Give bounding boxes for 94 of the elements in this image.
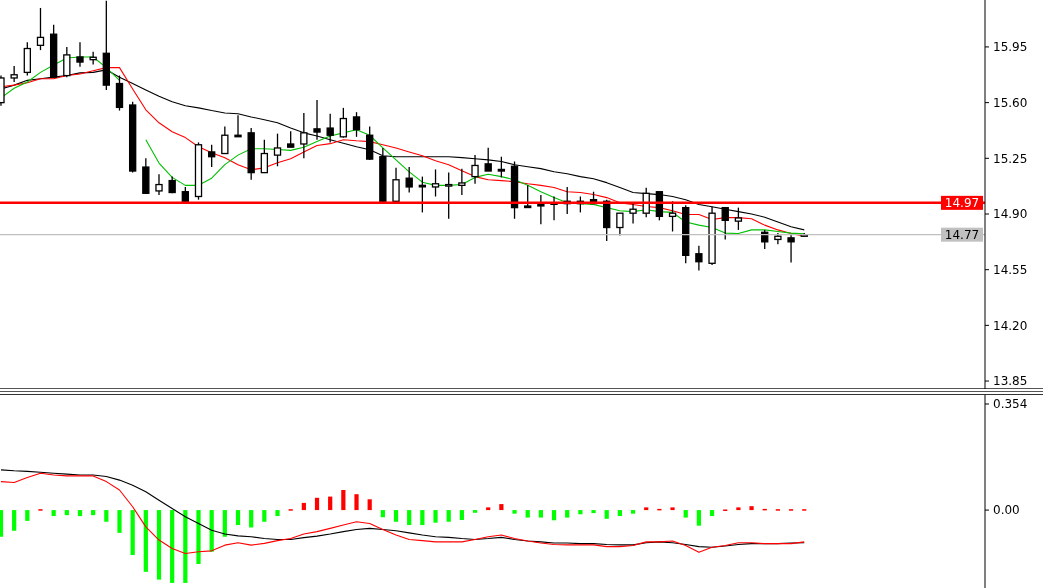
bar	[512, 510, 517, 514]
bar	[314, 497, 320, 511]
candlestick	[787, 234, 795, 264]
candlestick	[76, 41, 84, 68]
bar	[183, 510, 188, 583]
bar	[104, 510, 109, 522]
candlestick	[629, 202, 637, 225]
bar	[143, 510, 148, 572]
bar	[341, 490, 346, 511]
bar	[538, 510, 543, 518]
candlestick	[471, 154, 479, 185]
bar	[709, 510, 715, 517]
bar	[472, 510, 478, 513]
bar	[749, 506, 754, 511]
bar	[51, 510, 56, 517]
bar	[551, 510, 557, 521]
candlestick	[524, 184, 532, 209]
candlestick	[484, 146, 492, 172]
bar	[525, 510, 530, 518]
bar	[130, 510, 135, 556]
candlestick	[445, 171, 453, 220]
bar	[64, 510, 69, 516]
candlestick	[339, 107, 348, 139]
bar	[736, 507, 741, 511]
bar	[328, 496, 333, 511]
bar	[235, 510, 241, 526]
candlestick	[458, 168, 466, 196]
bar	[499, 504, 504, 511]
ref-line-label: 14.77	[944, 227, 980, 242]
bar	[262, 510, 267, 522]
bar	[433, 510, 438, 523]
y-tick-label: 0.354	[993, 397, 1028, 412]
bar	[644, 507, 649, 511]
bar	[77, 510, 83, 517]
y-tick-label: 13.85	[993, 374, 1028, 389]
candlestick	[616, 212, 624, 237]
bar	[222, 510, 227, 537]
candlestick	[418, 175, 427, 214]
y-tick-label: 15.25	[993, 151, 1028, 166]
candlestick	[221, 125, 229, 155]
y-tick-label: 0.00	[993, 503, 1020, 518]
bar	[630, 510, 636, 514]
bar	[696, 510, 701, 526]
bar	[249, 510, 254, 528]
candlestick	[668, 200, 677, 233]
y-tick-label: 14.55	[993, 262, 1028, 277]
bar	[156, 510, 162, 580]
candlestick	[23, 41, 31, 77]
candlestick	[36, 7, 45, 51]
candlestick	[273, 132, 282, 167]
bar	[367, 499, 372, 511]
bar	[301, 502, 306, 511]
bar	[604, 510, 609, 519]
bar	[170, 510, 175, 583]
candlestick	[155, 173, 163, 196]
candlestick	[431, 168, 440, 198]
bar	[446, 510, 451, 522]
bar	[683, 510, 688, 518]
candlestick	[260, 139, 269, 174]
bar	[12, 510, 17, 531]
candlestick	[207, 144, 216, 168]
bar	[196, 510, 201, 565]
ref-line-label: 14.97	[944, 196, 980, 211]
bar	[275, 510, 280, 517]
candlestick	[115, 74, 124, 112]
y-tick-label: 14.20	[993, 318, 1028, 333]
candlestick	[352, 111, 361, 138]
bar	[393, 510, 399, 522]
bar	[459, 510, 464, 520]
candlestick	[695, 245, 703, 272]
candlestick	[313, 99, 321, 141]
candlestick	[405, 166, 413, 194]
candlestick	[537, 194, 545, 225]
y-tick-label: 14.90	[993, 207, 1028, 222]
bar	[91, 510, 96, 516]
bar	[670, 507, 675, 511]
candlestick	[300, 112, 308, 159]
bar	[591, 510, 596, 514]
bar	[486, 507, 491, 511]
y-tick-label: 15.60	[993, 95, 1028, 110]
candlestick	[326, 113, 334, 144]
candlestick	[366, 125, 374, 161]
bar	[420, 510, 425, 526]
candlestick	[392, 167, 400, 203]
bar	[117, 510, 122, 533]
y-tick-label: 15.95	[993, 40, 1028, 55]
bar	[565, 510, 570, 518]
bar	[25, 510, 30, 521]
bar	[380, 510, 385, 518]
bar	[407, 510, 412, 526]
candlestick	[497, 156, 506, 179]
bar	[0, 510, 4, 537]
bar	[354, 494, 359, 511]
bar	[617, 510, 622, 517]
